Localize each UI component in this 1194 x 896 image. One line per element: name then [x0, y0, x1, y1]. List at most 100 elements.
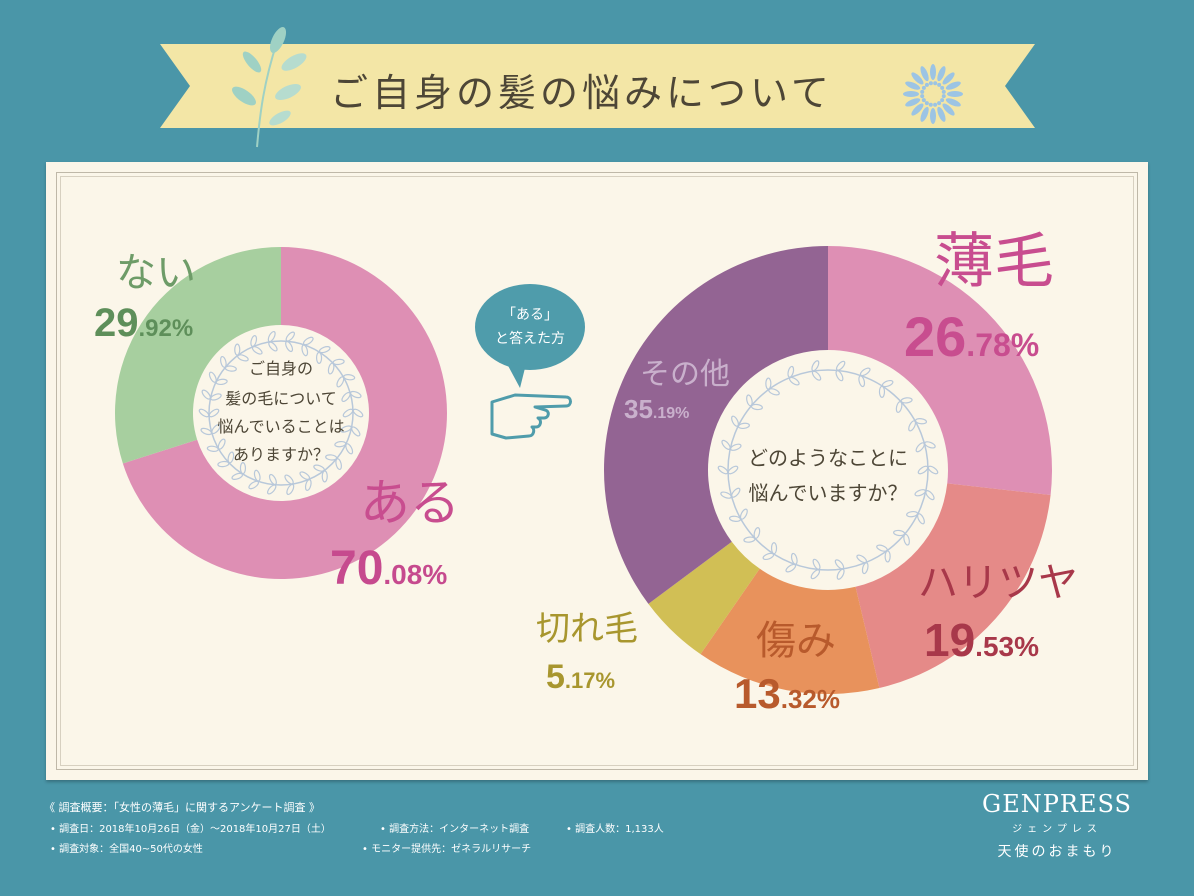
- wreath-leaf: [859, 367, 871, 377]
- wreath-leaf: [268, 473, 277, 486]
- wreath-leaf: [721, 439, 731, 450]
- wreath-leaf: [224, 365, 237, 372]
- flower-dot: [921, 85, 926, 90]
- value-itami: 13.32%: [734, 670, 840, 717]
- label-kiregen: 切れ毛: [536, 609, 638, 649]
- flower-petal: [905, 81, 921, 90]
- survey-summary: 《 調査概要：「女性の薄毛」に関するアンケート調査 》: [44, 801, 321, 814]
- speech-bubble: 「ある」 と答えた方: [475, 284, 585, 388]
- wreath-leaf: [908, 420, 917, 432]
- wreath-leaf: [313, 464, 325, 472]
- wreath-leaf: [900, 397, 913, 404]
- survey-method: • 調査方法：インターネット調査: [380, 824, 530, 835]
- wreath-leaf: [335, 458, 342, 471]
- wreath-leaf: [811, 370, 822, 381]
- wreath-leaf: [286, 483, 295, 496]
- wreath-leaf: [215, 378, 228, 386]
- chart2-labels: 薄毛 26.78% ハリツヤ 19.53% 傷み 13.32% 切れ毛 5.17…: [536, 227, 1078, 717]
- flower-petal: [942, 103, 955, 116]
- wreath-leaf: [858, 375, 866, 388]
- wreath-leaf: [341, 391, 351, 403]
- wreath-leaf: [237, 354, 249, 362]
- wreath-leaf: [352, 408, 364, 418]
- label-sonota: その他: [640, 357, 730, 392]
- wreath-leaf: [746, 394, 753, 407]
- svg-text:どのようなことに: どのようなことに: [748, 446, 908, 470]
- flower-petal: [937, 106, 946, 122]
- wreath-leaf: [924, 441, 936, 449]
- wreath-leaf: [785, 563, 797, 573]
- flower-dot: [928, 102, 933, 107]
- pointing-hand-icon: [490, 393, 572, 440]
- label-itami: 傷み: [756, 618, 836, 664]
- flower-dot: [928, 81, 933, 86]
- wreath-leaf: [208, 408, 220, 418]
- wreath-leaf: [835, 360, 846, 371]
- wreath-leaf: [762, 552, 775, 561]
- flower-petal: [930, 64, 936, 80]
- svg-text:悩んでいますか？: 悩んでいますか？: [749, 481, 908, 505]
- wreath-leaf: [342, 408, 354, 418]
- flower-petal: [911, 72, 924, 85]
- wreath-leaf: [812, 558, 821, 570]
- wreath-leaf: [206, 445, 219, 452]
- wreath-leaf: [343, 374, 356, 381]
- flower-petal: [947, 91, 963, 97]
- donut-slice-3: [648, 541, 760, 655]
- wreath-leaf: [302, 336, 314, 346]
- donut-slice-0: [122, 247, 447, 579]
- wreath-leaf: [349, 390, 362, 399]
- wreath-leaf: [876, 544, 888, 552]
- wreath-leaf: [884, 550, 891, 563]
- wreath-leaf: [903, 533, 910, 546]
- wreath-leaf: [731, 415, 739, 427]
- wreath-leaf: [739, 508, 748, 520]
- wreath-leaf: [208, 371, 217, 383]
- wreath-leaf: [811, 360, 820, 372]
- survey-date: • 調査日：2018年10月26日（金）～2018年10月27日（土）: [50, 824, 331, 835]
- wreath-leaf: [285, 340, 294, 353]
- value-aru: 70.08%: [330, 542, 447, 595]
- flower-petal: [920, 106, 929, 122]
- wreath-leaf: [914, 489, 927, 497]
- svg-text:髪の毛について: 髪の毛について: [225, 389, 337, 408]
- wreath-leaf: [927, 465, 939, 475]
- wreath-leaf: [728, 515, 742, 522]
- wreath-leaf: [906, 510, 919, 518]
- wreath-leaf: [250, 335, 258, 347]
- value-haritsuya: 19.53%: [924, 614, 1039, 666]
- donut-slice-1: [855, 483, 1051, 689]
- flower-petal: [942, 72, 955, 85]
- wreath-leaf: [231, 472, 244, 480]
- logo-tagline: 天使のおまもり: [997, 844, 1117, 860]
- wreath-leaf: [284, 474, 294, 485]
- svg-text:「ある」: 「ある」: [502, 307, 558, 323]
- wreath-leaf: [217, 460, 230, 468]
- wreath-leaf: [729, 443, 742, 451]
- wreath-leaf: [198, 408, 210, 418]
- value-kiregen: 5.17%: [546, 658, 615, 696]
- wreath-leaf: [731, 487, 741, 498]
- donut-chart-worry-types: [604, 246, 1053, 694]
- wreath-leaf: [925, 490, 935, 501]
- flower-petal: [905, 98, 921, 107]
- wreath-leaf: [336, 376, 345, 388]
- flower-dot: [920, 89, 925, 94]
- wreath-leaf: [790, 552, 798, 565]
- wreath-leaf: [753, 527, 761, 539]
- wreath-leaf: [315, 351, 323, 364]
- value-usuge: 26.78%: [904, 305, 1039, 368]
- wreath-leaf: [834, 559, 845, 570]
- flower-dot: [940, 85, 945, 90]
- wreath-leaf: [768, 388, 780, 396]
- title-banner: [160, 42, 1035, 130]
- label-nai: ない: [116, 250, 196, 296]
- wreath-leaf: [217, 438, 226, 450]
- wreath-leaf: [856, 554, 868, 564]
- wreath-leaf: [239, 462, 247, 475]
- flower-petal: [911, 103, 924, 116]
- chart2-center-text: どのようなことに 悩んでいますか？: [748, 446, 908, 505]
- wreath-leaf: [881, 379, 894, 388]
- wreath-leaf: [743, 536, 756, 543]
- wreath-leaf: [253, 469, 261, 482]
